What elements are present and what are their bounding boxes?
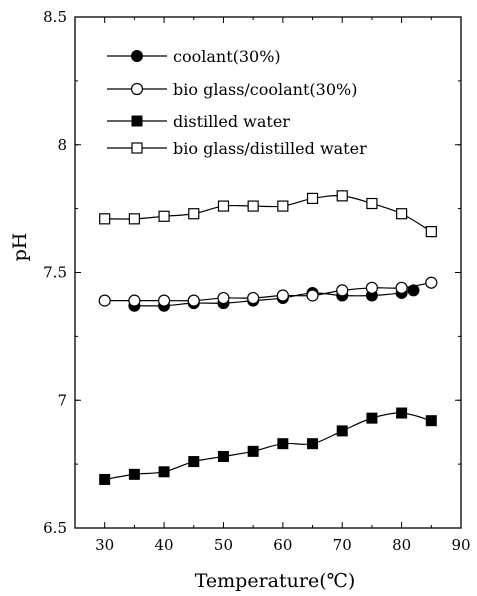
series-2	[99, 407, 437, 485]
x-axis-title: Temperature(℃)	[195, 570, 356, 592]
series-line	[104, 412, 432, 481]
series-line	[104, 282, 432, 302]
data-point	[336, 190, 348, 202]
data-point	[217, 200, 230, 212]
data-point	[277, 200, 289, 212]
series-layer	[98, 190, 438, 485]
data-point	[365, 281, 379, 294]
data-point	[307, 438, 319, 450]
data-point	[188, 208, 200, 220]
data-point	[187, 294, 200, 307]
legend-entry-0: coolant(30%)	[107, 47, 281, 66]
legend: coolant(30%) bio glass/coolant(30%) distil…	[107, 47, 367, 158]
y-tick-label: 8.5	[43, 8, 67, 26]
data-point	[128, 213, 140, 225]
data-point	[247, 200, 259, 212]
data-point	[217, 450, 229, 462]
data-point	[306, 192, 319, 205]
data-point	[396, 407, 408, 419]
data-point	[396, 208, 408, 220]
data-point	[425, 226, 437, 238]
legend-marker	[131, 50, 143, 62]
y-tick-label: 6.5	[43, 519, 67, 537]
data-point	[247, 445, 259, 457]
data-point	[158, 466, 170, 478]
data-point	[158, 210, 170, 222]
legend-entry-3: bio glass/distilled water	[107, 139, 367, 158]
data-point	[425, 276, 438, 289]
x-tick-label: 80	[392, 536, 411, 554]
x-tick-label: 90	[451, 536, 470, 554]
data-point	[98, 294, 111, 307]
data-point	[336, 284, 349, 297]
data-point	[336, 425, 348, 437]
legend-label: bio glass/distilled water	[173, 139, 367, 158]
x-tick-label: 30	[95, 536, 114, 554]
data-point	[99, 473, 111, 485]
legend-marker	[131, 142, 143, 154]
data-point	[277, 438, 289, 450]
series-3	[99, 190, 437, 238]
series-line	[104, 195, 432, 233]
data-point	[425, 415, 437, 427]
series-1	[98, 276, 438, 307]
legend-label: distilled water	[173, 112, 290, 131]
data-point	[217, 291, 230, 305]
x-tick-label: 50	[214, 536, 233, 554]
data-point	[157, 294, 171, 307]
legend-marker	[130, 82, 144, 96]
data-point	[306, 289, 319, 302]
data-point	[128, 294, 141, 307]
data-point	[366, 412, 378, 424]
data-point	[276, 289, 289, 302]
x-tick-label: 70	[333, 536, 352, 554]
data-point	[407, 284, 420, 297]
legend-label: coolant(30%)	[173, 47, 281, 66]
data-point	[188, 456, 200, 468]
y-tick-label: 8	[57, 136, 67, 154]
legend-marker	[131, 115, 143, 127]
data-point	[128, 468, 140, 480]
x-tick-label: 40	[155, 536, 174, 554]
data-point	[366, 197, 378, 210]
legend-label: bio glass/coolant(30%)	[173, 80, 357, 99]
y-tick-label: 7	[57, 391, 67, 409]
data-point	[99, 213, 111, 225]
data-point	[247, 291, 260, 305]
legend-entry-2: distilled water	[107, 112, 290, 131]
axis-ticks: 30 40 50 60 70 80 90 6.5 7 7.5 8 8.5	[43, 8, 470, 554]
y-tick-label: 7.5	[43, 264, 67, 282]
y-axis-title: pH	[9, 233, 31, 262]
data-point	[395, 281, 408, 294]
x-tick-label: 60	[273, 536, 292, 554]
legend-entry-1: bio glass/coolant(30%)	[107, 80, 357, 99]
